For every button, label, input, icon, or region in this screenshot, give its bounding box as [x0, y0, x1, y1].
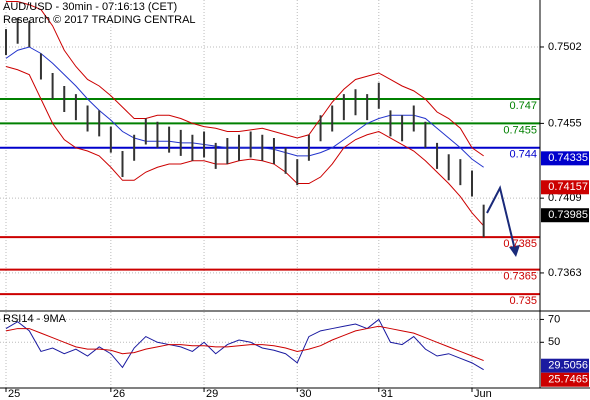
level-label: 0.7455: [503, 124, 537, 136]
price-readout: [541, 208, 589, 223]
price-readout-label: 0.73985: [548, 209, 588, 221]
forecast-arrow: [486, 185, 516, 251]
moving-average: [5, 46, 484, 168]
bollinger-lower: [5, 66, 485, 227]
price-readout: [541, 372, 589, 387]
level-label: 0.7385: [503, 238, 537, 250]
x-tick-label: 25: [8, 388, 20, 400]
price-readout: [541, 358, 589, 373]
x-tick-label: 26: [113, 388, 125, 400]
chart-subtitle: Research © 2017 TRADING CENTRAL: [3, 14, 196, 26]
level-label: 0.7365: [503, 271, 537, 283]
indicator-line: [5, 325, 484, 362]
price-readout-label: 0.74157: [548, 181, 588, 193]
x-tick-label: Jun: [474, 388, 492, 400]
indicator-title: RSI14 - 9MA: [3, 313, 67, 325]
y-tick-label: 50: [548, 336, 560, 348]
plot-area: [0, 0, 540, 371]
forecast-arrow-head: [509, 245, 520, 257]
price-readout: [541, 180, 589, 195]
price-readout-label: 25.7465: [548, 374, 588, 386]
indicator-line: [5, 318, 484, 371]
bollinger-upper: [6, 0, 484, 157]
y-tick-label: 0.7455: [548, 117, 582, 129]
price-readout-label: 0.74335: [548, 152, 588, 164]
y-tick-label: 0.7363: [548, 267, 582, 279]
x-tick-label: 30: [299, 388, 311, 400]
y-tick-label: 0.7409: [548, 192, 582, 204]
chart-title: AUD/USD - 30min - 07:16:13 (CET): [3, 1, 177, 13]
x-tick-label: 31: [381, 388, 393, 400]
price-readout: [541, 151, 589, 166]
y-tick-label: 70: [548, 313, 560, 325]
level-label: 0.747: [509, 100, 537, 112]
level-label: 0.744: [509, 149, 537, 161]
x-tick-label: 29: [206, 388, 218, 400]
y-tick-label: 0.7502: [548, 41, 582, 53]
level-label: 0.735: [509, 295, 537, 307]
price-readout-label: 29.5056: [548, 360, 588, 372]
